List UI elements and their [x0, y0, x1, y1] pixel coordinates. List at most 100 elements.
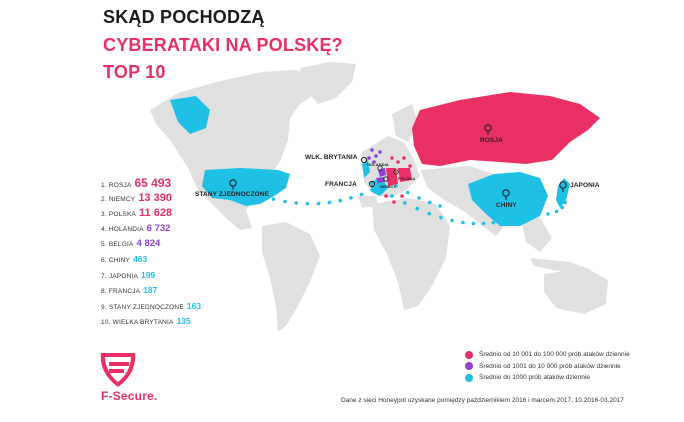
ranking-label: 8. FRANCJA: [101, 288, 141, 296]
ranking-value: 6 732: [146, 222, 171, 234]
pin-icon-germany: [383, 176, 389, 182]
spain-land: [358, 196, 378, 208]
legend-item: Średnio do 1000 prób ataków dziennie: [465, 372, 630, 384]
ranking-label: 5. BELGIA: [101, 241, 134, 249]
bug-icon: [316, 201, 321, 206]
pin-icon-usa: [229, 179, 237, 190]
bug-icon: [415, 206, 420, 211]
ranking-item: 8. FRANCJA 187: [101, 285, 201, 301]
bug-icon: [471, 221, 476, 226]
ranking-item: 6. CHINY 463: [101, 254, 201, 270]
bug-icon: [417, 196, 421, 200]
bug-icon: [402, 156, 406, 160]
china-shape: [468, 172, 548, 226]
bug-icon: [546, 212, 550, 216]
bug-icon: [327, 200, 332, 205]
uk-shape: [362, 160, 370, 178]
attack-clusters: [367, 148, 412, 204]
ranking-item: 2. NIEMCY 13 390: [101, 192, 201, 208]
usa-shape: [202, 168, 290, 206]
ranking-label: 4. HOLANDIA: [101, 225, 144, 233]
bug-icon: [500, 218, 505, 223]
belgium-shape: [376, 177, 385, 183]
source-note: Dane z sieci Honeypot uzyskane pomiędzy …: [341, 397, 624, 404]
ranking-label: 1. ROSJA: [101, 182, 132, 189]
bug-icon: [260, 194, 264, 198]
bug-icon: [403, 201, 407, 205]
ranking-value: 463: [133, 253, 148, 264]
pin-icon-uk: [360, 156, 368, 164]
bug-icon: [563, 200, 567, 205]
ranking-label: 3. POLSKA: [101, 211, 137, 219]
bug-icon: [438, 204, 442, 208]
ranking-item: 4. HOLANDIA 6 732: [101, 223, 201, 239]
attack-trails: [260, 184, 567, 226]
ranking-label: 7. JAPONIA: [101, 272, 139, 280]
logo-wordmark: F-Secure.: [101, 389, 158, 403]
japan-shape: [556, 178, 570, 208]
germany-shape: [386, 168, 398, 186]
bug-icon: [370, 188, 374, 192]
bug-icon: [491, 220, 496, 225]
poland-shape: [398, 168, 412, 182]
greenland-land: [300, 62, 356, 104]
bug-icon: [359, 192, 364, 197]
indonesia-land: [530, 258, 592, 272]
bug-icon: [283, 199, 287, 204]
bug-icon: [338, 198, 343, 203]
bug-icon: [461, 220, 465, 225]
ranking-value: 187: [143, 285, 158, 296]
bug-icon: [400, 194, 404, 198]
bug-icon: [378, 150, 382, 154]
ranking-item: 3. POLSKA 11 628: [101, 207, 201, 223]
ranking-value: 13 390: [138, 191, 172, 204]
ranking-value: 199: [141, 269, 156, 280]
ranking-value: 163: [186, 300, 202, 311]
legend-text: Średnio do 1000 prób ataków dziennie: [479, 374, 590, 382]
bug-icon: [481, 221, 486, 226]
africa-land: [372, 198, 450, 310]
pin-icon-china: [502, 189, 510, 200]
bug-icon: [450, 218, 454, 223]
ranking-item: 7. JAPONIA 199: [101, 270, 201, 286]
bug-icon: [439, 215, 443, 220]
bug-icon: [367, 156, 371, 160]
bug-icon: [396, 160, 400, 164]
bug-icon: [554, 209, 559, 214]
ranking-label: 6. CHINY: [101, 256, 131, 264]
bug-icon: [560, 205, 565, 210]
map-label-france: FRANCJA: [325, 181, 357, 188]
ranking-label: 2. NIEMCY: [101, 195, 136, 203]
ranking-list: 1. ROSJA 65 493 2. NIEMCY 13 390 3. POLSKA…: [101, 176, 201, 332]
legend-text: Średnio od 10 001 do 100 000 prób ataków…: [479, 351, 630, 359]
ranking-value: 11 628: [139, 207, 173, 220]
ranking-label: 9. STANY ZJEDNOCZONE: [101, 303, 184, 311]
ranking-item: 5. BELGIA 4 824: [101, 238, 201, 254]
bug-icon: [405, 190, 410, 195]
map-label-uk: WLK. BRYTANIA: [305, 154, 358, 161]
ranking-label: 10. WIELKA BRYTANIA: [101, 319, 174, 327]
ranking-item: 9. STANY ZJEDNOCZONE 163: [101, 301, 201, 317]
title-line-3: TOP 10: [103, 62, 166, 82]
legend-text: Średnio od 1001 do 10 000 prób ataków dz…: [479, 362, 621, 370]
bug-icon: [509, 216, 514, 220]
title-line-1: SKĄD POCHODZĄ: [103, 7, 265, 27]
bug-icon: [390, 156, 394, 160]
map-label-netherlands: HOLANDIA: [367, 162, 389, 167]
pin-icon-russia: [484, 124, 492, 135]
ranking-item: 1. ROSJA 65 493: [101, 176, 201, 192]
map-label-japan: JAPONIA: [570, 182, 600, 189]
legend-item: Średnio od 1001 do 10 000 prób ataków dz…: [465, 361, 630, 373]
south-america-land: [262, 222, 320, 332]
bug-icon: [563, 194, 567, 198]
bug-icon: [394, 184, 398, 188]
ranking-value: 135: [176, 316, 191, 327]
pin-icon-france: [368, 180, 376, 188]
bug-icon: [390, 194, 394, 198]
title-line-2: CYBERATAKI NA POLSKĘ?: [103, 35, 343, 55]
bug-icon: [349, 196, 353, 200]
scandinavia-land: [392, 104, 418, 142]
map-label-russia: ROSJA: [480, 137, 503, 144]
f-secure-logo-icon: [100, 353, 136, 387]
